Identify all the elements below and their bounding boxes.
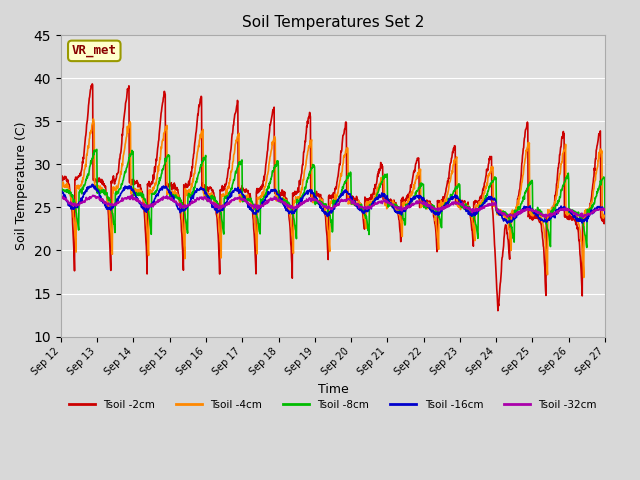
Title: Soil Temperatures Set 2: Soil Temperatures Set 2 bbox=[242, 15, 424, 30]
Tsoil -2cm bbox=[489, 207, 497, 213]
Tsoil -4cm bbox=[418, 204, 426, 209]
Tsoil -8cm bbox=[239, 196, 247, 202]
Tsoil -4cm bbox=[601, 211, 609, 216]
Tsoil -32cm bbox=[57, 192, 65, 198]
Tsoil -2cm bbox=[57, 174, 65, 180]
Tsoil -8cm bbox=[583, 245, 591, 251]
Tsoil -4cm bbox=[179, 217, 186, 223]
Text: VR_met: VR_met bbox=[72, 44, 116, 58]
Tsoil -16cm bbox=[165, 190, 173, 195]
Tsoil -16cm bbox=[601, 211, 609, 216]
Tsoil -8cm bbox=[418, 180, 426, 186]
Line: Tsoil -16cm: Tsoil -16cm bbox=[61, 184, 605, 223]
Tsoil -4cm bbox=[489, 165, 497, 171]
Tsoil -2cm bbox=[179, 241, 186, 247]
Tsoil -32cm bbox=[601, 206, 609, 212]
Tsoil -16cm bbox=[57, 188, 65, 193]
Tsoil -32cm bbox=[541, 215, 549, 221]
Tsoil -8cm bbox=[165, 153, 173, 159]
Tsoil -8cm bbox=[601, 205, 609, 211]
Tsoil -4cm bbox=[537, 214, 545, 219]
Tsoil -16cm bbox=[504, 220, 511, 226]
Line: Tsoil -2cm: Tsoil -2cm bbox=[61, 84, 605, 311]
Tsoil -32cm bbox=[165, 194, 173, 200]
Line: Tsoil -4cm: Tsoil -4cm bbox=[61, 119, 605, 277]
Tsoil -32cm bbox=[537, 211, 545, 216]
Tsoil -8cm bbox=[489, 180, 497, 185]
Tsoil -16cm bbox=[489, 197, 497, 203]
Line: Tsoil -32cm: Tsoil -32cm bbox=[61, 195, 605, 218]
Tsoil -16cm bbox=[537, 216, 545, 222]
Tsoil -8cm bbox=[93, 146, 100, 152]
Tsoil -32cm bbox=[239, 197, 247, 203]
Tsoil -32cm bbox=[129, 192, 136, 198]
Tsoil -2cm bbox=[239, 187, 247, 193]
X-axis label: Time: Time bbox=[317, 383, 348, 396]
Tsoil -4cm bbox=[580, 275, 588, 280]
Tsoil -2cm bbox=[537, 221, 545, 227]
Tsoil -8cm bbox=[179, 200, 186, 206]
Tsoil -2cm bbox=[165, 182, 173, 188]
Tsoil -16cm bbox=[239, 192, 247, 198]
Y-axis label: Soil Temperature (C): Soil Temperature (C) bbox=[15, 122, 28, 250]
Line: Tsoil -8cm: Tsoil -8cm bbox=[61, 149, 605, 248]
Tsoil -32cm bbox=[489, 202, 497, 207]
Tsoil -4cm bbox=[165, 191, 173, 197]
Tsoil -32cm bbox=[418, 200, 426, 206]
Tsoil -16cm bbox=[179, 208, 186, 214]
Tsoil -2cm bbox=[88, 81, 96, 87]
Tsoil -2cm bbox=[418, 200, 426, 205]
Tsoil -16cm bbox=[88, 181, 96, 187]
Tsoil -16cm bbox=[418, 195, 426, 201]
Tsoil -4cm bbox=[90, 116, 97, 121]
Legend: Tsoil -2cm, Tsoil -4cm, Tsoil -8cm, Tsoil -16cm, Tsoil -32cm: Tsoil -2cm, Tsoil -4cm, Tsoil -8cm, Tsoi… bbox=[65, 396, 601, 414]
Tsoil -32cm bbox=[179, 205, 186, 211]
Tsoil -2cm bbox=[601, 214, 609, 219]
Tsoil -8cm bbox=[537, 212, 545, 218]
Tsoil -4cm bbox=[57, 184, 65, 190]
Tsoil -4cm bbox=[239, 197, 247, 203]
Tsoil -8cm bbox=[57, 187, 65, 193]
Tsoil -2cm bbox=[494, 308, 502, 313]
